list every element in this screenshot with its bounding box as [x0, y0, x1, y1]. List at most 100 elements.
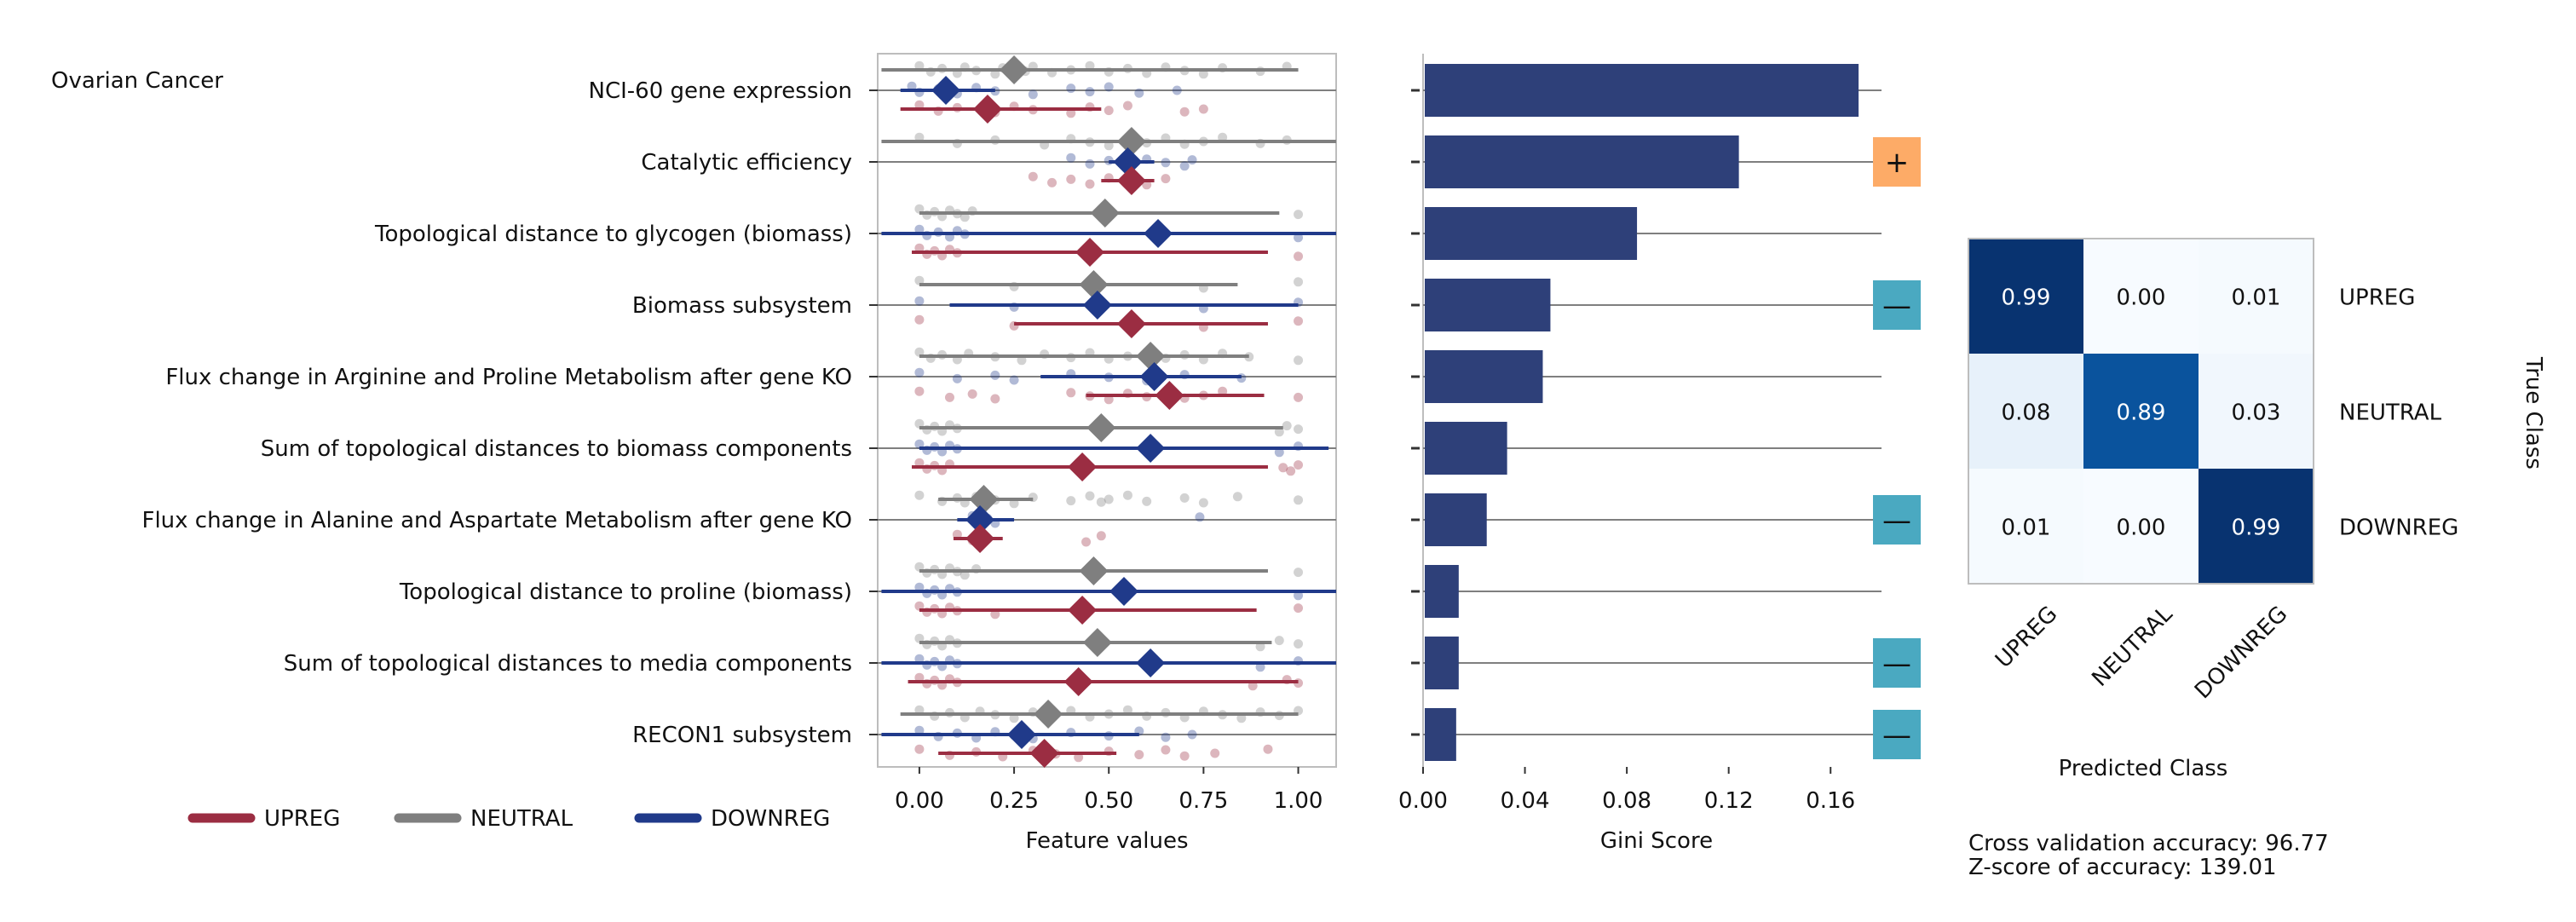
- data-point-upreg: [1081, 537, 1092, 547]
- predicted-class-axis-label: Predicted Class: [2059, 756, 2228, 781]
- x-tick-label: 0.16: [1806, 788, 1855, 814]
- x-axis-label: Gini Score: [1600, 828, 1713, 854]
- data-point-upreg: [1028, 171, 1038, 182]
- mean-marker-upreg: [1063, 667, 1093, 696]
- data-point-upreg: [1066, 108, 1076, 118]
- feature-label-topological-distance-to-proline-biomass: Topological distance to proline (biomass…: [399, 579, 852, 605]
- confusion-matrix-frame: [1968, 238, 2314, 585]
- legend-label-upreg: UPREG: [264, 806, 340, 832]
- mean-marker-neutral: [969, 485, 999, 514]
- confusion-cell-value: 0.08: [2002, 400, 2051, 426]
- data-point-neutral: [1294, 639, 1304, 649]
- mean-marker-upreg: [972, 95, 1002, 124]
- confusion-cell: [1968, 469, 2083, 584]
- confusion-cell-value: 0.99: [2232, 516, 2281, 541]
- data-point-upreg: [1104, 106, 1114, 116]
- data-point-neutral: [1274, 427, 1284, 437]
- data-point-downreg: [914, 224, 925, 234]
- x-tick-label: 1.00: [1274, 788, 1323, 814]
- feature-label-catalytic-efficiency: Catalytic efficiency: [641, 150, 852, 176]
- data-point-downreg: [1172, 85, 1182, 95]
- mean-marker-upreg: [1155, 381, 1184, 410]
- gini-bar: [1425, 708, 1456, 761]
- feature-values-axes-frame: [877, 53, 1337, 768]
- feature-label-nci-60-gene-expression: NCI-60 gene expression: [589, 78, 853, 104]
- gini-bar: [1425, 422, 1507, 475]
- data-point-neutral: [1142, 496, 1152, 506]
- confusion-cell: [2199, 239, 2314, 354]
- data-point-downreg: [1179, 161, 1190, 171]
- data-point-neutral: [914, 132, 925, 142]
- data-point-downreg: [1195, 512, 1205, 522]
- data-point-neutral: [914, 633, 925, 643]
- feature-label-flux-change-in-arginine-and-proline-metabolism-after-gene-ko: Flux change in Arginine and Proline Meta…: [165, 365, 852, 390]
- data-point-upreg: [1294, 316, 1304, 326]
- mean-marker-neutral: [1116, 127, 1146, 156]
- data-point-upreg: [1294, 603, 1304, 614]
- data-point-downreg: [907, 81, 917, 91]
- data-point-upreg: [1263, 744, 1273, 754]
- x-tick-label: 0.04: [1501, 788, 1550, 814]
- confusion-cell: [1968, 354, 2083, 469]
- data-point-upreg: [967, 389, 977, 399]
- data-point-downreg: [914, 725, 925, 735]
- minus-marker-symbol: —: [1882, 289, 1911, 323]
- confusion-cell-value: 0.01: [2232, 285, 2281, 311]
- true-class-label-neutral: NEUTRAL: [2339, 400, 2442, 426]
- feature-label-topological-distance-to-glycogen-biomass: Topological distance to glycogen (biomas…: [374, 222, 852, 247]
- data-point-upreg: [1142, 180, 1152, 190]
- confusion-cell-value: 0.03: [2232, 400, 2281, 426]
- feature-label-flux-change-in-alanine-and-aspartate-metabolism-after-gene-ko: Flux change in Alanine and Aspartate Met…: [142, 508, 853, 533]
- data-point-neutral: [1198, 498, 1208, 508]
- data-point-upreg: [914, 744, 925, 754]
- mean-marker-neutral: [1090, 199, 1120, 228]
- mean-marker-downreg: [1144, 219, 1173, 248]
- true-class-label-downreg: DOWNREG: [2339, 516, 2458, 541]
- mean-marker-neutral: [1034, 700, 1063, 729]
- confusion-cell: [1968, 239, 2083, 354]
- data-point-upreg: [1161, 174, 1171, 184]
- data-point-downreg: [990, 370, 1000, 380]
- mean-marker-downreg: [931, 76, 961, 105]
- zscore-accuracy-text: Z-score of accuracy: 139.01: [1968, 855, 2277, 880]
- data-point-upreg: [1096, 531, 1106, 541]
- data-point-neutral: [1009, 713, 1019, 723]
- mean-marker-upreg: [1029, 739, 1059, 768]
- mean-marker-neutral: [1086, 413, 1116, 442]
- data-point-downreg: [1255, 662, 1265, 672]
- data-point-downreg: [1294, 591, 1304, 601]
- gini-bar: [1425, 64, 1859, 117]
- data-point-neutral: [1198, 69, 1208, 79]
- confusion-cell-value: 0.01: [2002, 516, 2051, 541]
- gini-bar: [1425, 135, 1739, 188]
- feature-label-sum-of-topological-distances-to-biomass-components: Sum of topological distances to biomass …: [261, 436, 852, 462]
- mean-marker-downreg: [1113, 147, 1143, 176]
- data-point-upreg: [914, 672, 925, 683]
- data-point-downreg: [1009, 375, 1019, 385]
- data-point-upreg: [914, 601, 925, 611]
- data-point-downreg: [914, 296, 925, 306]
- cv-accuracy-text: Cross validation accuracy: 96.77: [1968, 831, 2329, 856]
- data-point-downreg: [914, 367, 925, 377]
- x-tick-label: 0.12: [1704, 788, 1754, 814]
- mean-marker-upreg: [965, 524, 995, 553]
- minus-marker: [1873, 280, 1921, 330]
- legend: UPREG NEUTRAL DOWNREG: [187, 806, 830, 832]
- data-point-upreg: [914, 243, 925, 253]
- confusion-cell: [2083, 469, 2199, 584]
- data-point-neutral: [1017, 355, 1027, 366]
- data-point-upreg: [1066, 388, 1076, 398]
- confusion-cell: [2199, 469, 2314, 584]
- data-point-neutral: [1066, 496, 1076, 506]
- mean-marker-downreg: [1136, 434, 1166, 463]
- mean-marker-downreg: [1082, 291, 1112, 320]
- data-point-upreg: [1198, 104, 1208, 114]
- data-point-neutral: [914, 204, 925, 214]
- data-point-downreg: [1161, 158, 1171, 168]
- gini-bar: [1425, 637, 1459, 689]
- data-point-downreg: [1066, 153, 1076, 163]
- data-point-neutral: [1255, 642, 1265, 652]
- data-point-downreg: [914, 439, 925, 449]
- data-point-neutral: [990, 69, 1000, 79]
